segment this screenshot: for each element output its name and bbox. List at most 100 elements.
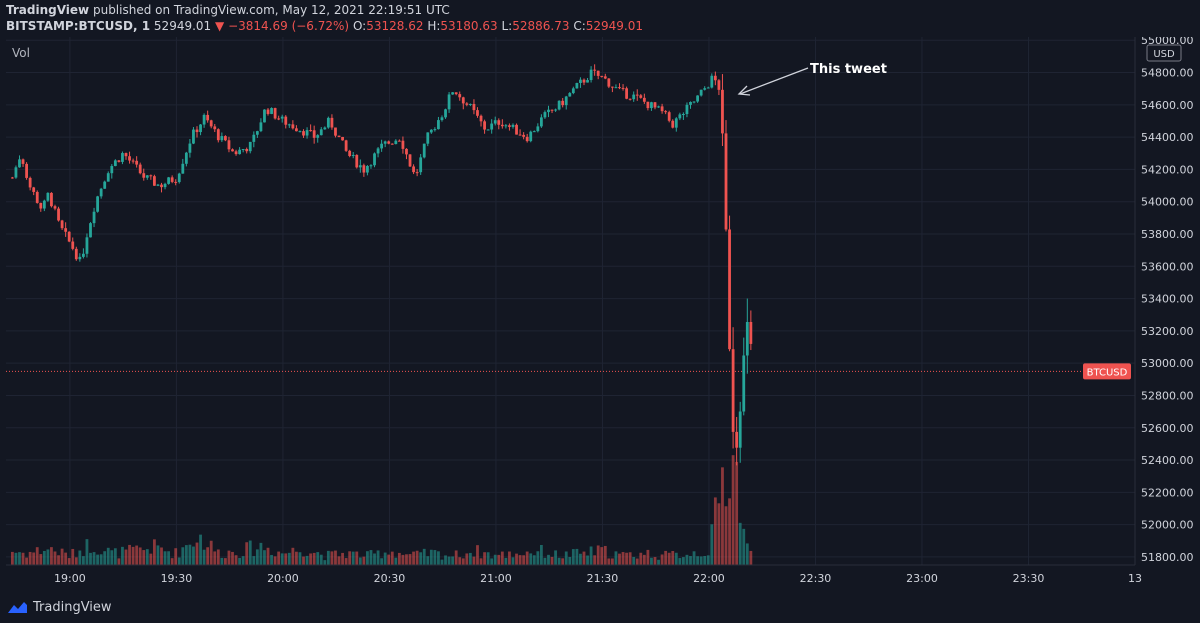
candle bbox=[259, 118, 263, 133]
candle bbox=[657, 105, 660, 108]
candle bbox=[241, 148, 245, 153]
volume-bar bbox=[67, 558, 71, 565]
volume-bar bbox=[408, 554, 412, 565]
candle-body bbox=[518, 134, 522, 136]
candle bbox=[188, 138, 192, 158]
axes: 51800.00 52000.00 52200.00 52400.00 52600.00… bbox=[6, 34, 1194, 585]
candle bbox=[415, 169, 419, 177]
candle bbox=[362, 163, 366, 177]
chart-area[interactable]: 51800.00 52000.00 52200.00 52400.00 52600.00… bbox=[0, 34, 1200, 587]
y-tick-label: 55000.00 bbox=[1141, 37, 1194, 47]
volume-bar bbox=[128, 544, 131, 565]
volume-bar bbox=[89, 552, 92, 565]
candle bbox=[745, 298, 749, 374]
candle bbox=[245, 147, 249, 154]
candle-body bbox=[99, 188, 103, 197]
candle-body bbox=[92, 211, 96, 224]
candle bbox=[67, 231, 71, 243]
candle-body bbox=[575, 82, 579, 89]
volume-bar bbox=[440, 559, 444, 565]
volume-bar bbox=[586, 555, 589, 565]
candle bbox=[660, 103, 664, 114]
candle bbox=[607, 78, 611, 89]
x-tick-label: 13 bbox=[1128, 572, 1142, 585]
candle bbox=[461, 96, 465, 110]
candle bbox=[536, 123, 540, 133]
candle bbox=[419, 154, 423, 175]
candle bbox=[511, 123, 515, 129]
annotation: This tweet bbox=[737, 62, 887, 96]
candle-body bbox=[167, 177, 171, 184]
x-tick-label: 23:00 bbox=[906, 572, 938, 585]
candle-body bbox=[255, 131, 259, 135]
volume-bar bbox=[231, 551, 234, 565]
high-label: H: bbox=[427, 19, 441, 33]
candle-body bbox=[78, 256, 82, 260]
candle-body bbox=[74, 248, 78, 260]
candle bbox=[650, 101, 653, 111]
candle bbox=[483, 119, 486, 134]
candle-body bbox=[742, 355, 746, 412]
candle-body bbox=[53, 206, 57, 209]
candle-body bbox=[199, 124, 202, 133]
candle bbox=[32, 186, 36, 196]
volume-bar bbox=[50, 547, 53, 565]
volume-bar bbox=[387, 554, 391, 565]
candle bbox=[255, 130, 259, 138]
candle-body bbox=[209, 120, 213, 127]
candle bbox=[476, 107, 479, 118]
candle-body bbox=[266, 109, 270, 114]
volume-bar bbox=[355, 551, 359, 565]
candle-body bbox=[454, 92, 458, 95]
candle-body bbox=[628, 98, 632, 100]
candle bbox=[397, 139, 401, 142]
candle bbox=[344, 139, 348, 152]
candle bbox=[334, 127, 337, 138]
volume-bar bbox=[664, 550, 668, 565]
candle bbox=[25, 162, 28, 180]
candle-body bbox=[557, 100, 561, 110]
candle bbox=[14, 165, 18, 179]
price-chart[interactable]: 51800.00 52000.00 52200.00 52400.00 52600.00… bbox=[0, 34, 1200, 587]
candle bbox=[252, 131, 256, 148]
volume-bar bbox=[248, 540, 252, 565]
candle-body bbox=[135, 160, 139, 165]
volume-bar bbox=[270, 554, 273, 565]
volume-bar bbox=[252, 556, 256, 565]
candle-body bbox=[582, 79, 586, 83]
candle-body bbox=[35, 191, 39, 203]
volume-bar bbox=[561, 558, 565, 565]
volume-bar bbox=[316, 552, 320, 565]
volume-bar bbox=[554, 550, 557, 565]
volume-bar bbox=[373, 553, 376, 565]
volume-bar bbox=[10, 551, 14, 565]
candle-body bbox=[46, 192, 50, 201]
candle-body bbox=[103, 181, 107, 189]
candle-body bbox=[316, 135, 320, 138]
candle bbox=[135, 156, 139, 168]
candle bbox=[18, 155, 21, 168]
candle bbox=[284, 115, 288, 129]
volume-bar bbox=[543, 557, 547, 565]
candle bbox=[227, 136, 231, 153]
volume-bar bbox=[149, 553, 153, 565]
volume-bar bbox=[447, 556, 451, 565]
volume-bar bbox=[706, 555, 710, 565]
volume-bar bbox=[259, 542, 263, 565]
symbol-name[interactable]: BITSTAMP:BTCUSD, 1 bbox=[6, 19, 151, 33]
candle bbox=[568, 91, 572, 97]
candle-body bbox=[309, 130, 313, 132]
x-tick-label: 20:00 bbox=[267, 572, 299, 585]
y-tick-label: 54000.00 bbox=[1141, 196, 1194, 209]
candle-body bbox=[721, 89, 724, 134]
volume-bar bbox=[206, 547, 210, 565]
candle bbox=[394, 139, 398, 145]
candle-body bbox=[270, 108, 273, 114]
candle bbox=[703, 86, 707, 91]
volume-bar bbox=[28, 551, 32, 565]
volume-bar bbox=[458, 557, 462, 565]
candle bbox=[206, 110, 210, 123]
candle bbox=[532, 130, 536, 133]
candle-body bbox=[174, 181, 178, 183]
volume-bar bbox=[284, 553, 288, 565]
